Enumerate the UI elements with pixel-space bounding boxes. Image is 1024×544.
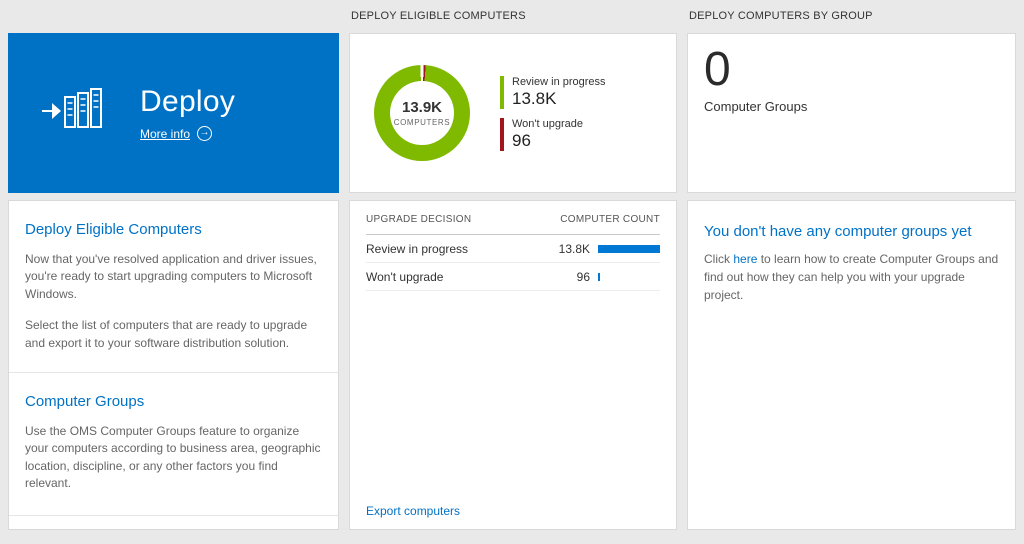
deploy-description-panel: Deploy Eligible Computers Now that you'v…: [8, 200, 339, 530]
section-deploy-eligible-computers: Deploy Eligible Computers Now that you'v…: [9, 201, 338, 372]
middle-column: DEPLOY ELIGIBLE COMPUTERS 13.9K COMPUTER…: [349, 0, 677, 530]
legend-label: Review in progress: [512, 75, 606, 88]
column-header-deploy-by-group: DEPLOY COMPUTERS BY GROUP: [689, 10, 873, 22]
donut-chart[interactable]: 13.9K COMPUTERS: [374, 65, 470, 161]
row-count: 96: [576, 269, 590, 284]
empty-text-before: Click: [704, 252, 734, 266]
table-header-computer-count: COMPUTER COUNT: [560, 214, 660, 225]
deploy-icon: [40, 83, 102, 144]
section-paragraph: Now that you've resolved application and…: [25, 252, 317, 301]
table-row[interactable]: Review in progress 13.8K: [366, 235, 660, 263]
legend-label: Won't upgrade: [512, 117, 584, 130]
section-heading-deploy-eligible: Deploy Eligible Computers: [25, 221, 202, 238]
deploy-tile-text: Deploy More info →: [140, 85, 235, 141]
table-header-row: UPGRADE DECISION COMPUTER COUNT: [366, 205, 660, 235]
computer-groups-count-label: Computer Groups: [704, 99, 808, 115]
legend-color-bar-red: [500, 117, 504, 151]
row-bar-track: [598, 272, 660, 281]
column-header-left-empty: [8, 0, 339, 33]
upgrade-decision-table-card: UPGRADE DECISION COMPUTER COUNT Review i…: [349, 200, 677, 530]
row-bar: [598, 244, 660, 253]
column-header-deploy-eligible: DEPLOY ELIGIBLE COMPUTERS: [351, 10, 526, 22]
section-paragraph: Use the OMS Computer Groups feature to o…: [25, 423, 321, 491]
section-computer-groups: Computer Groups Use the OMS Computer Gro…: [9, 371, 338, 513]
row-bar-track: [598, 244, 660, 253]
donut-center: 13.9K COMPUTERS: [390, 81, 454, 145]
arrow-right-circle-icon: →: [197, 126, 213, 141]
chart-legend: Review in progress 13.8K Won't upgrade 9…: [500, 75, 606, 151]
row-label: Review in progress: [366, 241, 469, 256]
deploy-eligible-chart-card: 13.9K COMPUTERS Review in progress 13.8K…: [349, 33, 677, 193]
computer-groups-count: 0: [704, 43, 731, 96]
more-info-label[interactable]: More info: [140, 126, 191, 141]
here-link[interactable]: here: [733, 252, 758, 266]
legend-item-review-in-progress: Review in progress 13.8K: [500, 75, 606, 109]
legend-item-wont-upgrade: Won't upgrade 96: [500, 117, 606, 151]
left-column: Deploy More info → Deploy Eligible Compu…: [8, 0, 339, 530]
export-computers-link[interactable]: Export computers: [366, 504, 461, 518]
table-header-upgrade-decision: UPGRADE DECISION: [366, 214, 472, 225]
upgrade-readiness-dashboard: Deploy More info → Deploy Eligible Compu…: [8, 0, 1016, 530]
deploy-tile-title: Deploy: [140, 85, 236, 118]
table-row[interactable]: Won't upgrade 96: [366, 263, 660, 291]
empty-state-heading: You don't have any computer groups yet: [704, 223, 972, 240]
legend-color-bar-green: [500, 75, 504, 109]
section-paragraph: Select the list of computers that are re…: [25, 318, 308, 350]
section-heading-computer-groups: Computer Groups: [25, 392, 145, 410]
more-info-link[interactable]: More info →: [140, 126, 235, 141]
no-computer-groups-card: You don't have any computer groups yet C…: [687, 200, 1016, 530]
row-count: 13.8K: [558, 241, 590, 256]
donut-center-label: COMPUTERS: [393, 118, 451, 127]
computer-groups-count-card: 0 Computer Groups: [687, 33, 1016, 193]
empty-text-after: to learn how to create Computer Groups a…: [704, 252, 999, 302]
right-column: DEPLOY COMPUTERS BY GROUP 0 Computer Gro…: [687, 0, 1016, 530]
empty-state-text: Click here to learn how to create Comput…: [704, 250, 999, 304]
row-bar: [598, 272, 600, 281]
deploy-tile[interactable]: Deploy More info →: [8, 33, 339, 193]
row-label: Won't upgrade: [366, 269, 444, 284]
legend-value: 13.8K: [512, 88, 557, 108]
panel-footer-spacer: [9, 514, 338, 529]
legend-value: 96: [512, 130, 531, 150]
donut-center-value: 13.9K: [401, 99, 443, 116]
